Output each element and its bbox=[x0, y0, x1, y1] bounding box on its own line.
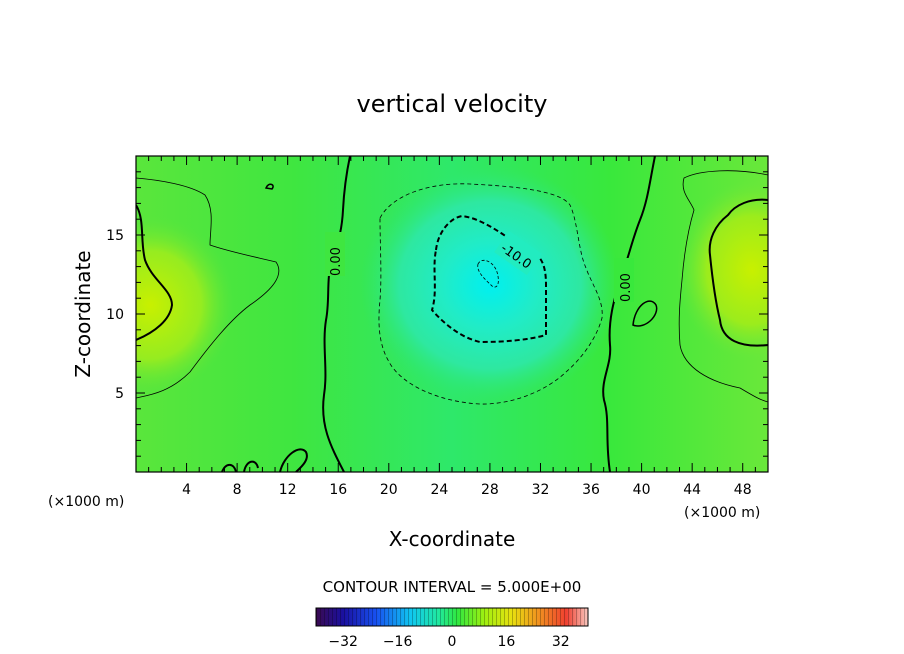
x-tick-label: 32 bbox=[532, 482, 550, 498]
zero-contour-left-updraft bbox=[136, 204, 174, 341]
x-tick-label: 20 bbox=[380, 482, 398, 498]
updraft-region-right bbox=[677, 180, 768, 360]
y-tick-label: 10 bbox=[106, 307, 124, 323]
x-tick-label: 12 bbox=[279, 482, 297, 498]
y-tick-label: 5 bbox=[115, 386, 124, 402]
zero-contour-right bbox=[602, 156, 656, 472]
colorbar bbox=[315, 607, 589, 627]
zero-contour-right-updraft bbox=[708, 198, 768, 347]
contour-label-right: 0.00 bbox=[619, 273, 634, 302]
y-ticks bbox=[136, 171, 768, 457]
velocity-field: 0.00 -10.0 0.00 bbox=[136, 156, 768, 472]
x-tick-label: 24 bbox=[430, 482, 448, 498]
contour-minus-5 bbox=[378, 183, 603, 405]
x-axis-label: X-coordinate bbox=[389, 527, 516, 551]
x-tick-label: 4 bbox=[182, 482, 191, 498]
zero-contour-left bbox=[322, 156, 351, 472]
colorbar-tick-label: −32 bbox=[328, 634, 358, 650]
downdraft-region bbox=[360, 165, 620, 405]
x-tick-label: 16 bbox=[329, 482, 347, 498]
x-tick-label: 28 bbox=[481, 482, 499, 498]
x-tick-label: 8 bbox=[233, 482, 242, 498]
x-tick-label: 44 bbox=[683, 482, 701, 498]
x-ticks bbox=[148, 156, 756, 472]
contour-minus-10 bbox=[430, 214, 547, 344]
x-tick-label: 48 bbox=[734, 482, 752, 498]
colorbar-tick-label: 0 bbox=[448, 634, 457, 650]
x-unit-label-left: (×1000 m) bbox=[48, 494, 124, 510]
y-axis-label: Z-coordinate bbox=[71, 250, 95, 377]
y-tick-label: 15 bbox=[106, 228, 124, 244]
colorbar-tick-label: 16 bbox=[497, 634, 515, 650]
contour-interval-label: CONTOUR INTERVAL = 5.000E+00 bbox=[323, 578, 582, 596]
colorbar-tick-label: −16 bbox=[383, 634, 413, 650]
y-tick-labels: 5 10 15 bbox=[106, 228, 124, 402]
x-tick-label: 40 bbox=[633, 482, 651, 498]
contour-label-left: 0.00 bbox=[329, 247, 344, 276]
colorbar-tick-labels: −32 −16 0 16 32 bbox=[328, 634, 569, 650]
colorbar-tick-label: 32 bbox=[552, 634, 570, 650]
x-tick-label: 36 bbox=[582, 482, 600, 498]
chart-title: vertical velocity bbox=[357, 90, 548, 118]
updraft-region-left bbox=[136, 215, 235, 395]
x-unit-label-right: (×1000 m) bbox=[684, 505, 760, 521]
x-tick-labels: 4 8 12 16 20 24 28 32 36 40 44 48 bbox=[182, 482, 752, 498]
